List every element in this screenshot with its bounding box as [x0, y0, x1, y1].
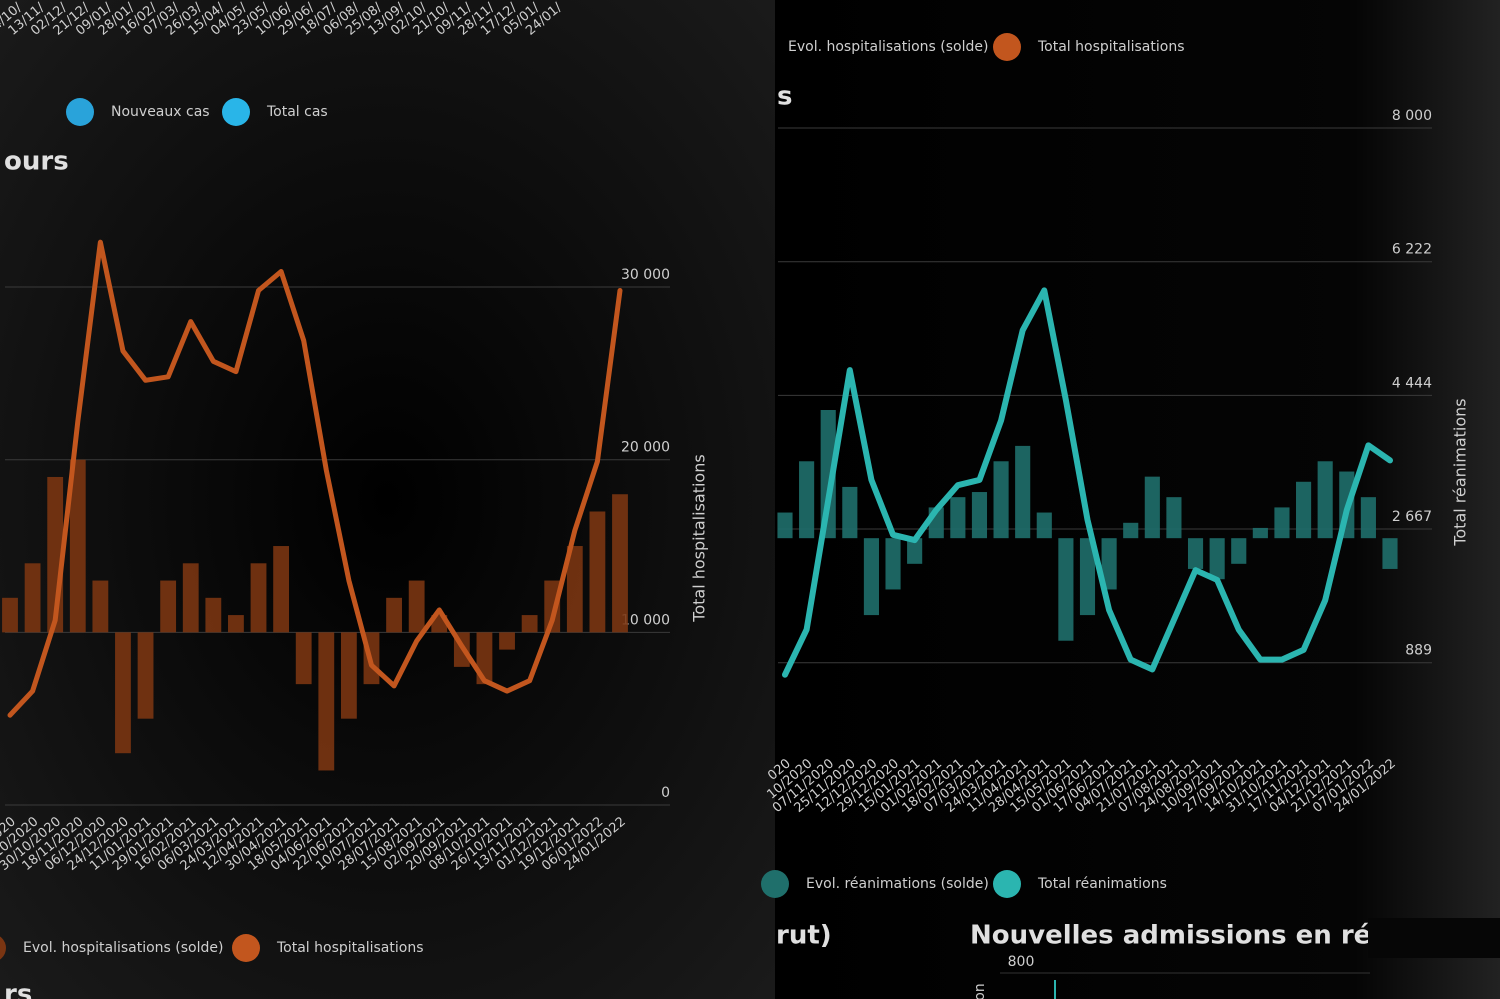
bar [1166, 497, 1182, 539]
bar [250, 563, 267, 633]
bar [182, 563, 199, 633]
bar [521, 615, 538, 633]
bar [589, 511, 606, 633]
chart-title: s [777, 82, 792, 112]
bar [950, 497, 966, 539]
legend-label: Nouveaux cas [111, 104, 210, 120]
y-tick-label: 8 000 [1392, 108, 1432, 124]
bar [386, 597, 402, 633]
partial-title: rut) [776, 921, 832, 951]
bar [842, 486, 858, 539]
bar [318, 632, 335, 771]
bar [1187, 538, 1204, 569]
bar [1382, 538, 1398, 569]
bar [1079, 538, 1096, 616]
bar [612, 494, 628, 633]
bar [863, 538, 879, 616]
bar [340, 632, 357, 719]
y-tick-label: 2 667 [1392, 509, 1432, 525]
y-tick-label: 20 000 [621, 440, 670, 456]
axis-label: Total réanimations [1451, 398, 1470, 546]
y-tick-label: 10 000 [621, 612, 670, 628]
bar [273, 546, 290, 633]
bar [1209, 538, 1225, 580]
line [782, 287, 1393, 678]
bar [69, 459, 86, 633]
y-tick-label: 889 [1405, 643, 1432, 659]
legend-label: Evol. hospitalisations (solde) [23, 940, 223, 956]
bar [228, 615, 244, 633]
bar [907, 538, 923, 564]
legend-label: Evol. hospitalisations (solde) [788, 39, 988, 55]
left-panel [0, 0, 775, 999]
bar [544, 580, 561, 633]
bar [1123, 522, 1139, 539]
axis-label: on [972, 983, 988, 999]
legend-label: Evol. réanimations (solde) [806, 876, 989, 892]
bar [1231, 538, 1247, 564]
bar [885, 538, 901, 590]
bar [1058, 538, 1074, 641]
y-tick-label: 30 000 [621, 267, 670, 283]
bar [295, 632, 312, 685]
legend-marker [761, 870, 789, 898]
bar [971, 492, 988, 539]
legend-marker [993, 870, 1021, 898]
bar [408, 580, 425, 633]
y-tick-label: 6 222 [1392, 242, 1432, 258]
bar [799, 461, 815, 539]
bar [160, 580, 177, 633]
y-tick-label: 4 444 [1392, 375, 1432, 391]
bar [1101, 538, 1117, 590]
bar [92, 580, 109, 633]
right-panel [775, 0, 1500, 999]
bar [499, 632, 515, 650]
bar [137, 632, 154, 719]
title-mask [1368, 918, 1500, 958]
chart-title: ours [4, 147, 69, 177]
bar [1317, 461, 1333, 539]
bar [115, 632, 131, 754]
legend-label: Total hospitalisations [276, 940, 424, 956]
partial-title: rs [4, 980, 32, 999]
bar [566, 546, 583, 633]
bar [1036, 512, 1052, 539]
bar [205, 597, 222, 633]
legend-marker [993, 33, 1021, 61]
legend-marker [222, 98, 250, 126]
y-tick-label: 800 [1008, 954, 1035, 970]
bar [1252, 527, 1268, 539]
bar [1144, 476, 1160, 539]
bar [24, 563, 41, 633]
bar [1015, 445, 1031, 539]
legend-label: Total cas [266, 104, 328, 120]
bar [1274, 507, 1290, 539]
bar [1296, 481, 1312, 539]
line [7, 239, 623, 718]
legend-marker [66, 98, 94, 126]
axis-label: Total hospitalisations [690, 454, 709, 622]
legend-label: Total réanimations [1037, 876, 1167, 892]
legend-marker [0, 936, 6, 960]
bar [1360, 497, 1376, 539]
bar [2, 597, 18, 633]
legend-label: Total hospitalisations [1037, 39, 1185, 55]
legend-marker [232, 934, 260, 962]
y-tick-label: 0 [661, 785, 670, 801]
bar [777, 512, 793, 539]
bar [993, 461, 1009, 539]
